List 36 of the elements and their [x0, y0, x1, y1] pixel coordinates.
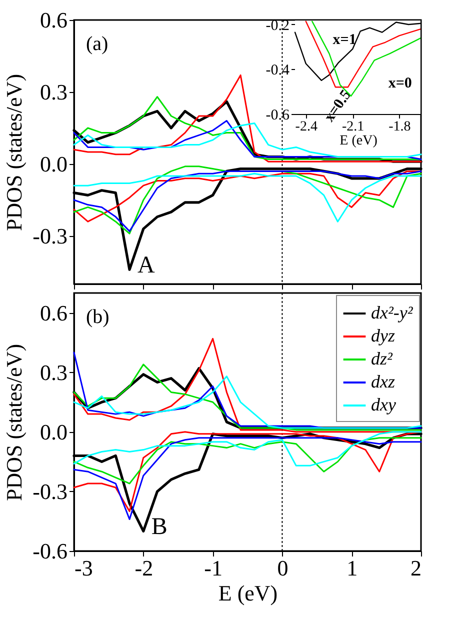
y-tick-label: -0.6	[266, 108, 290, 124]
x-axis-title: E (eV)	[340, 134, 378, 148]
legend-label: dyz	[371, 326, 395, 346]
y-tick-label: -0.2	[266, 18, 290, 34]
y-tick-label: 0.3	[40, 80, 68, 104]
series-label: x=0	[388, 75, 412, 92]
x-tick-label: -2.4	[295, 120, 318, 134]
x-tick-label: 0	[277, 556, 288, 580]
x-tick-label: -2	[134, 556, 154, 580]
legend-label: dxz	[371, 372, 395, 392]
x-tick-label: -1	[204, 556, 222, 580]
y-tick-label: -0.3	[32, 478, 68, 504]
y-tick-label: 0.0	[40, 419, 68, 444]
y-tick-label: 0.6	[40, 300, 68, 326]
series-label: x=1	[332, 32, 356, 48]
y-axis-title: PDOS (states/eV)	[2, 74, 27, 232]
x-tick-label: -2.1	[342, 120, 364, 134]
y-tick-label: 0.3	[40, 360, 68, 385]
x-tick-label: -1.8	[388, 120, 411, 134]
annotation: A	[138, 252, 156, 279]
annotation: (a)	[86, 33, 108, 55]
x-tick-label: 1	[346, 556, 358, 580]
annotation: B	[151, 514, 168, 540]
x-tick-label: -3	[74, 556, 93, 580]
legend-label: dxy	[371, 394, 396, 414]
x-tick-label: 2	[410, 556, 422, 580]
x-axis-title: E (eV)	[218, 580, 278, 606]
y-tick-label: -0.6	[32, 538, 68, 564]
legend-label: dz²	[371, 348, 394, 368]
y-tick-label: -0.4	[266, 62, 290, 79]
y-tick-label: 0.0	[40, 152, 68, 176]
y-axis-title: PDOS (states/eV)	[2, 344, 27, 502]
y-tick-label: 0.6	[40, 8, 68, 32]
legend-label: dx²-y²	[371, 302, 414, 322]
y-tick-label: -0.3	[32, 224, 68, 248]
annotation: (b)	[86, 306, 110, 328]
